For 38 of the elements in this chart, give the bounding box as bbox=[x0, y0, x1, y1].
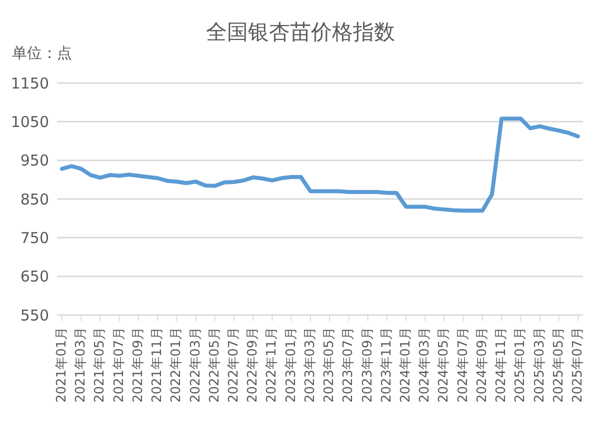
x-tick-label: 2021年11月 bbox=[150, 327, 166, 403]
x-tick-label: 2022年05月 bbox=[207, 327, 222, 403]
x-tick-label: 2021年07月 bbox=[112, 327, 127, 403]
x-tick-label: 2022年09月 bbox=[246, 327, 261, 403]
y-tick-label: 1050 bbox=[10, 112, 49, 131]
line-series bbox=[60, 116, 580, 213]
x-tick-label: 2023年03月 bbox=[302, 327, 318, 403]
x-tick-label: 2024年05月 bbox=[436, 327, 452, 403]
x-tick-label: 2022年11月 bbox=[264, 327, 280, 403]
x-tick-label: 2021年09月 bbox=[130, 327, 146, 403]
x-tick-label: 2024年11月 bbox=[494, 327, 510, 403]
x-tick-label: 2025年01月 bbox=[513, 327, 528, 403]
y-tick-label: 750 bbox=[20, 228, 49, 247]
x-tick-label: 2023年01月 bbox=[284, 327, 299, 403]
x-tick-label: 2022年01月 bbox=[169, 327, 184, 403]
x-tick-label: 2024年01月 bbox=[398, 327, 414, 403]
x-tick-label: 2024年07月 bbox=[456, 327, 471, 403]
y-tick-label: 650 bbox=[20, 268, 49, 286]
y-tick-label: 850 bbox=[20, 190, 49, 208]
x-tick-label: 2021年01月 bbox=[54, 327, 70, 403]
x-tick-label: 2022年07月 bbox=[226, 327, 242, 403]
y-tick-label: 550 bbox=[20, 306, 49, 324]
x-tick-label: 2023年05月 bbox=[322, 327, 338, 403]
x-tick-label: 2023年07月 bbox=[341, 327, 356, 403]
x-tick-label: 2025年05月 bbox=[551, 327, 566, 403]
x-tick-label: 2021年05月 bbox=[92, 327, 108, 403]
x-tick-label: 2023年11月 bbox=[379, 327, 394, 403]
y-tick-label: 950 bbox=[20, 152, 49, 170]
y-tick-label: 1150 bbox=[10, 74, 49, 92]
x-tick-label: 2024年03月 bbox=[418, 327, 433, 403]
x-tick-label: 2024年09月 bbox=[474, 327, 490, 403]
x-tick-label: 2022年03月 bbox=[188, 327, 204, 403]
x-tick-label: 2021年03月 bbox=[74, 327, 89, 403]
chart-title: 全国银杏苗价格指数 bbox=[206, 20, 395, 44]
x-tick-label: 2025年07月 bbox=[570, 327, 586, 403]
y-axis-title: 单位：点 bbox=[12, 44, 72, 63]
x-tick-label: 2025年03月 bbox=[532, 327, 548, 403]
x-tick-label: 2023年09月 bbox=[360, 327, 376, 403]
